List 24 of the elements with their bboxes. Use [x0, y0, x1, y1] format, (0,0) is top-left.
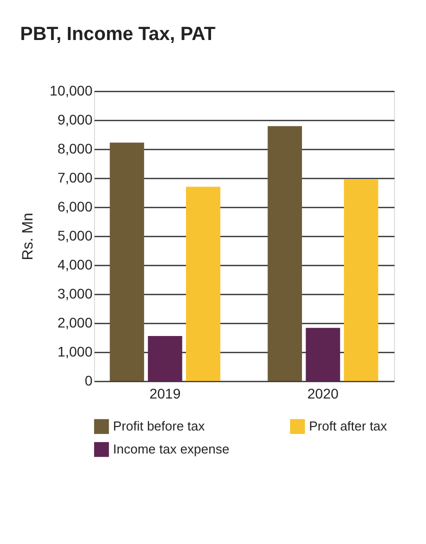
legend-label: Income tax expense: [113, 442, 230, 456]
y-tick-label: 1,000: [57, 344, 93, 360]
legend-label: Profit before tax: [113, 418, 206, 434]
legend-label: Proft after tax: [309, 418, 388, 434]
x-tick-label: 2019: [149, 386, 181, 402]
y-tick-label: 3,000: [57, 286, 93, 302]
y-tick-label: 9,000: [57, 112, 93, 128]
bar: [186, 186, 220, 381]
y-tick-label: 7,000: [57, 170, 93, 186]
y-tick-label: 2,000: [57, 314, 93, 330]
y-tick-label: 10,000: [50, 82, 93, 98]
bar: [110, 142, 144, 381]
y-tick-label: 4,000: [57, 256, 93, 272]
bar: [148, 336, 182, 381]
y-tick-label: 6,000: [57, 198, 93, 214]
y-tick-label: 5,000: [57, 228, 93, 244]
bar: [344, 179, 378, 381]
y-axis-title: Rs. Mn: [20, 212, 37, 260]
chart-title: PBT, Income Tax, PAT: [20, 24, 216, 45]
x-tick-label: 2020: [307, 386, 339, 402]
bar: [306, 328, 340, 381]
bar: [268, 126, 302, 381]
y-tick-label: 0: [84, 372, 93, 388]
y-tick-label: 8,000: [57, 140, 93, 156]
